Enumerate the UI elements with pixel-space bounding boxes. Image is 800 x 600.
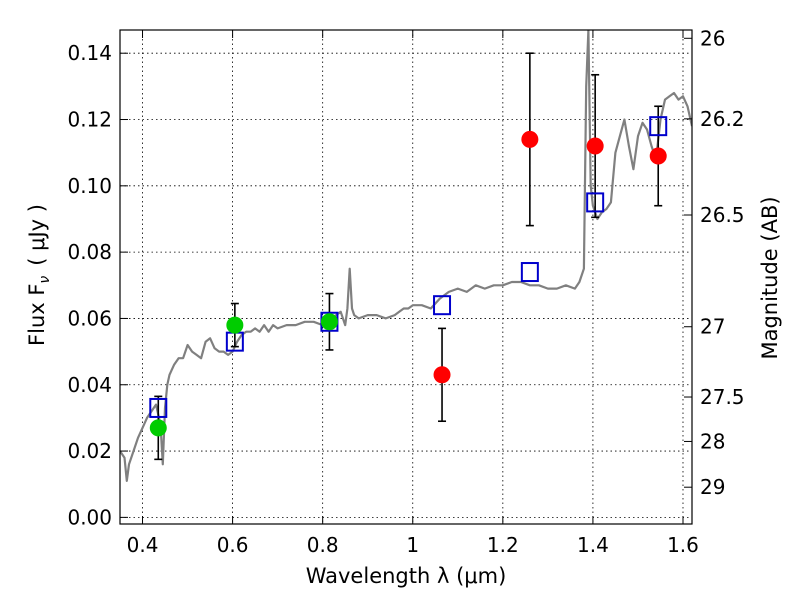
y-tick-label: 0.00 (67, 505, 112, 529)
y2-tick-label: 26 (700, 26, 725, 50)
y-axis-label-main: Flux F (25, 284, 49, 346)
model-photometry-square (520, 262, 539, 283)
y2-tick-label: 28 (700, 429, 725, 453)
y-tick-label: 0.14 (67, 41, 112, 65)
y-axis-label-sub: ν (37, 276, 53, 284)
model-photometry-square (586, 192, 605, 213)
detection-point (649, 147, 667, 165)
x-tick-label: 1.6 (667, 533, 699, 557)
x-tick-label: 0.6 (217, 533, 249, 557)
y-tick-label: 0.02 (67, 439, 112, 463)
spectrum-layer (120, 30, 692, 482)
detection-point (226, 316, 244, 334)
x-tick-label: 1.2 (487, 533, 519, 557)
model-photometry-square (433, 295, 452, 316)
y2-tick-label: 27 (700, 315, 725, 339)
y2-tick-label: 27.5 (700, 385, 745, 409)
y-tick-label: 0.06 (67, 306, 112, 330)
marker-layer (149, 116, 668, 437)
tick-marks (120, 30, 692, 524)
model-photometry-square (649, 116, 668, 137)
x-tick-label: 1 (406, 533, 419, 557)
x-tick-label: 0.4 (127, 533, 159, 557)
detection-point (433, 366, 451, 384)
detection-point (586, 137, 604, 155)
y-tick-label: 0.10 (67, 174, 112, 198)
y2-tick-label: 26.5 (700, 203, 745, 227)
detection-point (149, 419, 167, 437)
y2-tick-label: 29 (700, 475, 725, 499)
y-axis-label: Flux Fν ( μJy ) (25, 204, 53, 346)
x-tick-label: 0.8 (307, 533, 339, 557)
y-tick-label: 0.08 (67, 240, 112, 264)
spectrum-line (120, 30, 692, 482)
y-tick-label: 0.04 (67, 373, 112, 397)
y-tick-label: 0.12 (67, 108, 112, 132)
plot-frame (119, 29, 693, 525)
y2-tick-label: 26.2 (700, 107, 745, 131)
detection-point (320, 313, 338, 331)
tick-labels: 0.4 0.6 0.8 1 1.2 1.4 1.6 0.00 0.02 0.04 0.06 0.08 0… (67, 26, 744, 557)
y-axis-label-units: ( μJy ) (25, 204, 49, 266)
grid-lines (120, 30, 692, 524)
y2-axis-label: Magnitude (AB) (758, 196, 782, 359)
model-photometry-square (149, 397, 168, 418)
x-axis-label: Wavelength λ (μm) (306, 564, 507, 588)
detection-point (521, 130, 539, 148)
x-tick-label: 1.4 (577, 533, 609, 557)
